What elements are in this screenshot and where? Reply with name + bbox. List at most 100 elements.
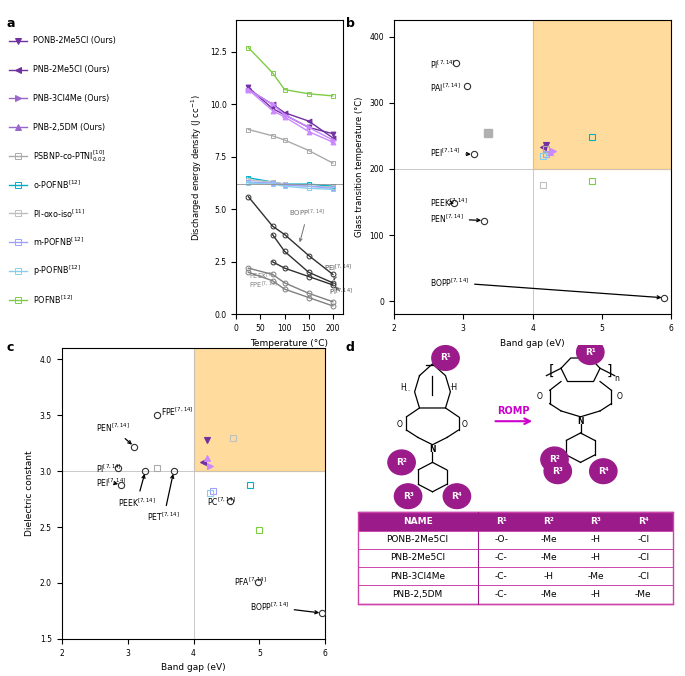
Text: ]: ] bbox=[607, 364, 612, 379]
Text: H: H bbox=[400, 383, 406, 392]
Text: PAI$^{[7, 14]}$: PAI$^{[7, 14]}$ bbox=[430, 82, 461, 94]
Text: -Me: -Me bbox=[540, 554, 557, 562]
Text: ·H: ·H bbox=[449, 383, 458, 392]
Text: FPE$^{[7, 14]}$: FPE$^{[7, 14]}$ bbox=[249, 279, 278, 291]
Text: PNB-2,5DM (Ours): PNB-2,5DM (Ours) bbox=[33, 122, 105, 132]
Text: FPE$^{[7, 14]}$: FPE$^{[7, 14]}$ bbox=[160, 406, 193, 418]
Text: R³: R³ bbox=[403, 491, 414, 501]
Circle shape bbox=[544, 459, 571, 483]
Text: PNB-2,5DM: PNB-2,5DM bbox=[393, 590, 443, 599]
Text: R⁴: R⁴ bbox=[638, 517, 649, 526]
Y-axis label: Dielectric constant: Dielectric constant bbox=[25, 451, 34, 536]
Text: -H: -H bbox=[544, 572, 553, 581]
Bar bbox=[358, 512, 673, 531]
Text: PEI$^{[7, 14]}$: PEI$^{[7, 14]}$ bbox=[430, 147, 469, 159]
Text: -C-: -C- bbox=[495, 572, 508, 581]
Text: -O-: -O- bbox=[495, 535, 508, 544]
Text: PNB-2Me5Cl (Ours): PNB-2Me5Cl (Ours) bbox=[33, 65, 110, 74]
Text: PONB-2Me5Cl: PONB-2Me5Cl bbox=[386, 535, 449, 544]
Y-axis label: Discharged energy density (J cc$^{-1}$): Discharged energy density (J cc$^{-1}$) bbox=[190, 94, 204, 241]
Circle shape bbox=[388, 450, 415, 475]
Text: O: O bbox=[397, 420, 403, 429]
Text: PEEK$^{[7]}$: PEEK$^{[7]}$ bbox=[249, 271, 274, 282]
Text: b: b bbox=[346, 17, 355, 30]
Text: R²: R² bbox=[396, 458, 407, 467]
Bar bbox=[358, 531, 673, 549]
Text: PONB-2Me5Cl (Ours): PONB-2Me5Cl (Ours) bbox=[33, 37, 116, 45]
Circle shape bbox=[395, 484, 422, 508]
Text: PEEK$^{[7, 14]}$: PEEK$^{[7, 14]}$ bbox=[118, 475, 155, 509]
Bar bbox=[358, 549, 673, 567]
Text: R³: R³ bbox=[590, 517, 601, 526]
Text: ···: ··· bbox=[403, 387, 410, 396]
Text: PI$^{[7, 14]}$: PI$^{[7, 14]}$ bbox=[329, 287, 353, 298]
Text: -Me: -Me bbox=[540, 535, 557, 544]
Text: PNB-3Cl4Me: PNB-3Cl4Me bbox=[390, 572, 445, 581]
Text: N: N bbox=[577, 416, 584, 426]
Text: BOPP$^{[7, 14]}$: BOPP$^{[7, 14]}$ bbox=[289, 208, 325, 241]
Text: PI$^{[7, 14]}$: PI$^{[7, 14]}$ bbox=[96, 462, 121, 475]
X-axis label: Temperature (°C): Temperature (°C) bbox=[251, 339, 328, 347]
Text: PEN$^{[7, 14]}$: PEN$^{[7, 14]}$ bbox=[96, 422, 131, 443]
Text: PI$^{[7, 14]}$: PI$^{[7, 14]}$ bbox=[430, 58, 456, 71]
Text: -H: -H bbox=[591, 554, 601, 562]
Text: R¹: R¹ bbox=[440, 354, 451, 362]
Text: O: O bbox=[616, 391, 623, 401]
Text: O: O bbox=[537, 391, 543, 401]
Bar bbox=[358, 585, 673, 604]
Y-axis label: Glass transition temperature (°C): Glass transition temperature (°C) bbox=[355, 97, 364, 237]
X-axis label: Band gap (eV): Band gap (eV) bbox=[500, 339, 565, 347]
Circle shape bbox=[541, 447, 568, 472]
Text: [: [ bbox=[549, 364, 554, 379]
Text: PFA$^{[7, 14]}$: PFA$^{[7, 14]}$ bbox=[234, 575, 267, 588]
Bar bbox=[358, 512, 673, 604]
Text: R¹: R¹ bbox=[585, 347, 596, 357]
Text: PNB-3Cl4Me (Ours): PNB-3Cl4Me (Ours) bbox=[33, 94, 110, 103]
Text: R²: R² bbox=[549, 455, 560, 464]
Circle shape bbox=[590, 459, 617, 483]
Text: NAME: NAME bbox=[403, 517, 432, 526]
Text: a: a bbox=[7, 17, 15, 30]
Text: PSBNP-co-PTNI$_{0.02}^{[10]}$: PSBNP-co-PTNI$_{0.02}^{[10]}$ bbox=[33, 148, 106, 164]
Text: POFNB$^{[12]}$: POFNB$^{[12]}$ bbox=[33, 293, 73, 306]
Bar bbox=[358, 567, 673, 585]
Text: PI-oxo-iso$^{[11]}$: PI-oxo-iso$^{[11]}$ bbox=[33, 207, 85, 220]
Text: -H: -H bbox=[591, 590, 601, 599]
Text: PEI$^{[7, 14]}$: PEI$^{[7, 14]}$ bbox=[324, 262, 352, 279]
Text: PET$^{[7, 14]}$: PET$^{[7, 14]}$ bbox=[147, 475, 180, 523]
Text: PC$^{[7, 14]}$: PC$^{[7, 14]}$ bbox=[207, 495, 236, 508]
Text: n: n bbox=[614, 374, 619, 383]
Text: ROMP: ROMP bbox=[497, 406, 530, 416]
Text: PNB-2Me5Cl: PNB-2Me5Cl bbox=[390, 554, 445, 562]
Text: -H: -H bbox=[591, 535, 601, 544]
Text: o-POFNB$^{[12]}$: o-POFNB$^{[12]}$ bbox=[33, 178, 82, 191]
Text: -C-: -C- bbox=[495, 590, 508, 599]
Text: m-POFNB$^{[12]}$: m-POFNB$^{[12]}$ bbox=[33, 236, 84, 248]
Text: c: c bbox=[7, 341, 14, 354]
X-axis label: Band gap (eV): Band gap (eV) bbox=[161, 663, 226, 672]
Text: N: N bbox=[429, 445, 436, 454]
Text: R¹: R¹ bbox=[496, 517, 507, 526]
Text: -Me: -Me bbox=[540, 590, 557, 599]
Text: BOPP$^{[7, 14]}$: BOPP$^{[7, 14]}$ bbox=[249, 600, 318, 614]
Text: R²: R² bbox=[543, 517, 554, 526]
Bar bbox=[194, 343, 332, 471]
Text: PEI$^{[7, 14]}$: PEI$^{[7, 14]}$ bbox=[96, 477, 126, 489]
Text: d: d bbox=[346, 341, 355, 354]
Text: R³: R³ bbox=[552, 466, 563, 476]
Text: PEN$^{[7, 14]}$: PEN$^{[7, 14]}$ bbox=[430, 213, 480, 225]
Text: -Cl: -Cl bbox=[637, 554, 649, 562]
Text: -Me: -Me bbox=[635, 590, 651, 599]
Text: -C-: -C- bbox=[495, 554, 508, 562]
Text: -Me: -Me bbox=[588, 572, 604, 581]
Text: R⁴: R⁴ bbox=[451, 491, 462, 501]
Bar bbox=[533, 20, 678, 169]
Text: -Cl: -Cl bbox=[637, 572, 649, 581]
Circle shape bbox=[577, 340, 604, 364]
Text: R⁴: R⁴ bbox=[598, 466, 609, 476]
Text: PEEK$^{[7, 14]}$: PEEK$^{[7, 14]}$ bbox=[430, 196, 468, 209]
Circle shape bbox=[432, 345, 459, 370]
Text: BOPP$^{[7, 14]}$: BOPP$^{[7, 14]}$ bbox=[430, 276, 660, 299]
Text: O: O bbox=[462, 420, 468, 429]
Text: p-POFNB$^{[12]}$: p-POFNB$^{[12]}$ bbox=[33, 264, 82, 278]
